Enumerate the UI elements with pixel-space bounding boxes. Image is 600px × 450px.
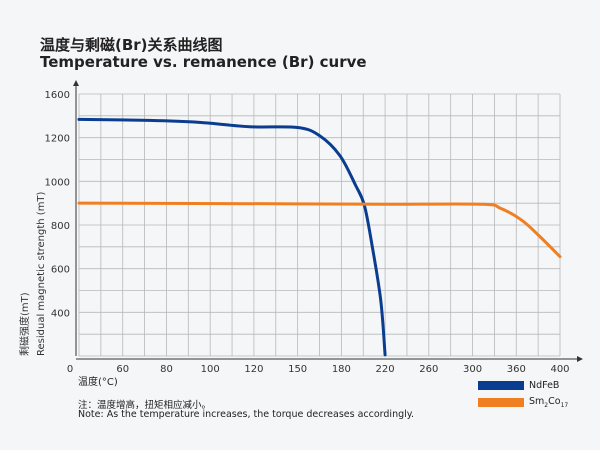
axes — [73, 80, 583, 362]
y-tick-label: 800 — [51, 221, 70, 232]
legend-item-smco: Sm2Co17 — [478, 396, 568, 409]
x-axis-label: 温度(°C) — [78, 377, 118, 388]
chart-title-en: Temperature vs. remanence (Br) curve — [40, 53, 367, 71]
x-tick-label: 80 — [160, 364, 173, 375]
x-tick-label: 60 — [116, 364, 129, 375]
y-tick-label: 400 — [51, 308, 70, 319]
y-tick-label: 1000 — [45, 177, 70, 188]
legend-label-smco: Sm2Co17 — [529, 396, 569, 409]
y-axis-label-en: Residual magnetic strength (mT) — [36, 191, 47, 356]
legend-item-ndfeb: NdFeB — [478, 380, 559, 391]
chart-title-cn: 温度与剩磁(Br)关系曲线图 — [40, 36, 223, 54]
note-cn: 注：温度增高，扭矩相应减小。 — [78, 400, 212, 411]
x-tick-label: 120 — [244, 364, 263, 375]
series-lines — [77, 117, 562, 357]
series-line-ndfeb — [77, 117, 387, 357]
series-line-smco — [77, 201, 562, 259]
x-tick-label: 300 — [463, 364, 482, 375]
legend-swatch-smco — [478, 397, 524, 407]
y-tick-labels: 1600 1200 1000 800 600 400 — [45, 90, 70, 319]
x-tick-label: 260 — [419, 364, 438, 375]
x-tick-label: 360 — [507, 364, 526, 375]
y-tick-label: 1200 — [45, 134, 70, 145]
y-axis-label-cn: 剩磁强度(mT) — [18, 292, 31, 356]
x-tick-label: 0 — [67, 364, 73, 375]
x-tick-label: 220 — [376, 364, 395, 375]
y-tick-label: 1600 — [45, 90, 70, 101]
x-tick-label: 150 — [288, 364, 307, 375]
y-tick-label: 600 — [51, 265, 70, 276]
x-tick-label: 180 — [332, 364, 351, 375]
y-axis-arrow — [73, 80, 79, 86]
x-tick-label: 400 — [550, 364, 569, 375]
legend-label-ndfeb: NdFeB — [529, 380, 560, 391]
x-tick-labels: 0 60 80 100 120 150 180 220 260 300 360 400 — [67, 364, 570, 375]
note-en: Note: As the temperature increases, the … — [78, 409, 415, 420]
grid — [78, 93, 561, 357]
x-axis-arrow — [577, 356, 583, 362]
legend-swatch-ndfeb — [478, 381, 524, 390]
x-tick-label: 100 — [201, 364, 220, 375]
